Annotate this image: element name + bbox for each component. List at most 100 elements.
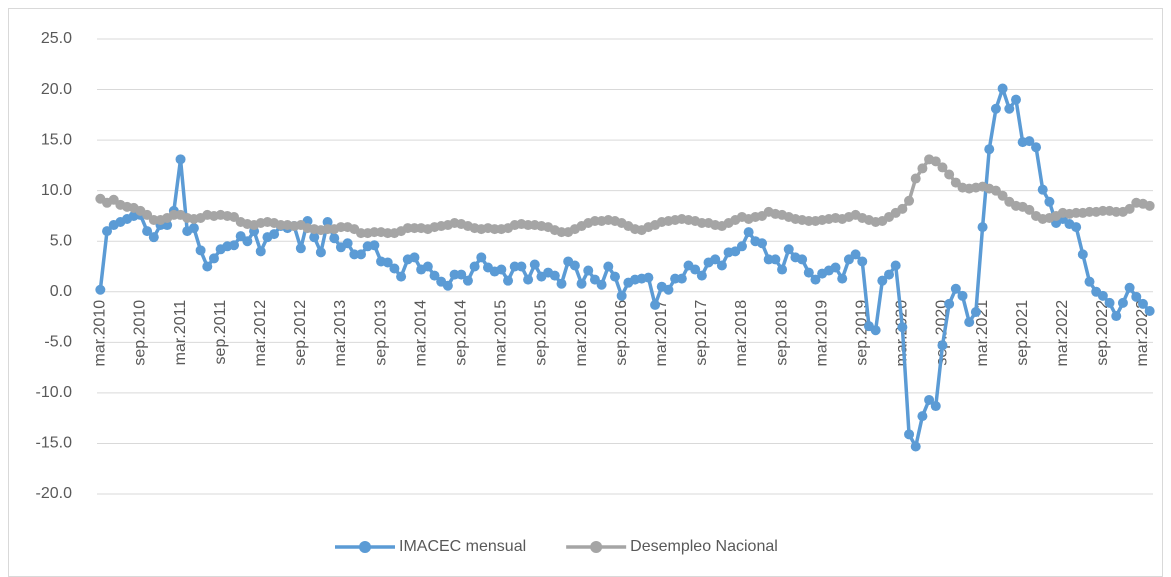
data-point xyxy=(797,254,808,265)
data-point xyxy=(1124,203,1135,214)
y-tick-label: 5.0 xyxy=(50,232,72,249)
data-point xyxy=(549,270,560,281)
legend-marker xyxy=(590,541,603,553)
x-tick-label: mar.2016 xyxy=(573,300,590,367)
data-point xyxy=(188,223,199,234)
data-point xyxy=(696,270,707,281)
data-point xyxy=(1044,196,1055,207)
data-point xyxy=(255,246,266,257)
x-tick-label: sep.2015 xyxy=(533,300,550,366)
data-point xyxy=(1004,103,1015,114)
data-point xyxy=(964,317,975,328)
data-point xyxy=(890,260,901,271)
data-point xyxy=(409,252,420,263)
data-point xyxy=(569,260,580,271)
data-point xyxy=(616,290,627,301)
data-point xyxy=(904,195,915,206)
data-point xyxy=(342,238,353,249)
data-point xyxy=(583,265,594,276)
data-point xyxy=(803,267,814,278)
y-tick-label: -10.0 xyxy=(36,384,73,401)
data-point xyxy=(884,269,894,280)
data-point xyxy=(1117,297,1128,308)
data-point xyxy=(643,272,654,283)
data-point xyxy=(523,274,534,285)
data-point xyxy=(757,238,768,249)
series xyxy=(95,154,1155,239)
x-tick-label: sep.2012 xyxy=(292,300,309,366)
y-tick-label: 20.0 xyxy=(41,81,72,98)
x-tick-label: mar.2014 xyxy=(412,300,429,367)
data-point xyxy=(309,232,320,243)
data-point xyxy=(770,254,781,265)
data-point xyxy=(1031,142,1042,153)
data-point xyxy=(516,261,527,272)
y-tick-label: -15.0 xyxy=(36,435,73,452)
data-point xyxy=(830,262,841,273)
data-point xyxy=(576,278,587,289)
data-point xyxy=(1144,305,1155,316)
data-point xyxy=(877,275,888,286)
data-point xyxy=(837,273,848,284)
data-point xyxy=(984,144,995,155)
data-point xyxy=(977,222,988,233)
data-point xyxy=(603,261,614,272)
data-point xyxy=(990,103,1001,114)
data-point xyxy=(997,83,1008,94)
x-tick-label: sep.2017 xyxy=(693,300,710,366)
x-tick-label: mar.2023 xyxy=(1134,300,1151,367)
x-tick-label: sep.2022 xyxy=(1094,300,1111,366)
data-point xyxy=(897,322,908,333)
data-point xyxy=(422,261,433,272)
data-point xyxy=(783,244,794,255)
data-point xyxy=(743,227,754,238)
data-point xyxy=(676,273,687,284)
data-point xyxy=(496,264,507,275)
data-point xyxy=(650,299,661,310)
x-tick-label: sep.2018 xyxy=(773,300,790,366)
data-point xyxy=(904,429,915,440)
data-point xyxy=(556,278,567,289)
data-point xyxy=(1037,184,1048,195)
data-point xyxy=(195,245,206,256)
data-point xyxy=(937,162,948,173)
data-point xyxy=(930,401,941,412)
data-point xyxy=(529,259,540,270)
x-tick-label: mar.2018 xyxy=(733,300,750,367)
data-point xyxy=(1104,297,1115,308)
data-point xyxy=(429,270,440,281)
x-tick-label: mar.2011 xyxy=(172,300,189,366)
data-point xyxy=(322,217,333,228)
x-tick-label: mar.2015 xyxy=(493,300,510,367)
legend-marker xyxy=(359,541,371,553)
data-point xyxy=(469,261,480,272)
data-point xyxy=(1024,136,1035,147)
data-point xyxy=(810,274,821,285)
data-point xyxy=(269,229,280,240)
x-tick-label: sep.2014 xyxy=(452,300,469,366)
x-tick-label: mar.2022 xyxy=(1054,300,1071,367)
data-point xyxy=(609,271,620,282)
legend-label: IMACEC mensual xyxy=(399,538,526,555)
legend-label: Desempleo Nacional xyxy=(630,538,778,555)
data-point xyxy=(1024,204,1035,215)
data-point xyxy=(944,169,955,180)
data-point xyxy=(930,156,941,167)
x-tick-label: mar.2019 xyxy=(813,300,830,367)
data-point xyxy=(910,173,921,184)
data-point xyxy=(710,254,721,265)
data-point xyxy=(503,275,514,286)
data-point xyxy=(175,154,186,165)
data-point xyxy=(148,232,159,243)
data-point xyxy=(1111,311,1122,322)
data-point xyxy=(777,264,788,275)
data-point xyxy=(396,271,407,282)
data-point xyxy=(663,284,674,295)
data-point xyxy=(1010,94,1021,105)
data-point xyxy=(950,283,961,294)
y-tick-label: 0.0 xyxy=(50,283,72,300)
data-point xyxy=(462,275,473,286)
x-tick-label: mar.2013 xyxy=(332,300,349,367)
data-point xyxy=(1137,298,1148,309)
